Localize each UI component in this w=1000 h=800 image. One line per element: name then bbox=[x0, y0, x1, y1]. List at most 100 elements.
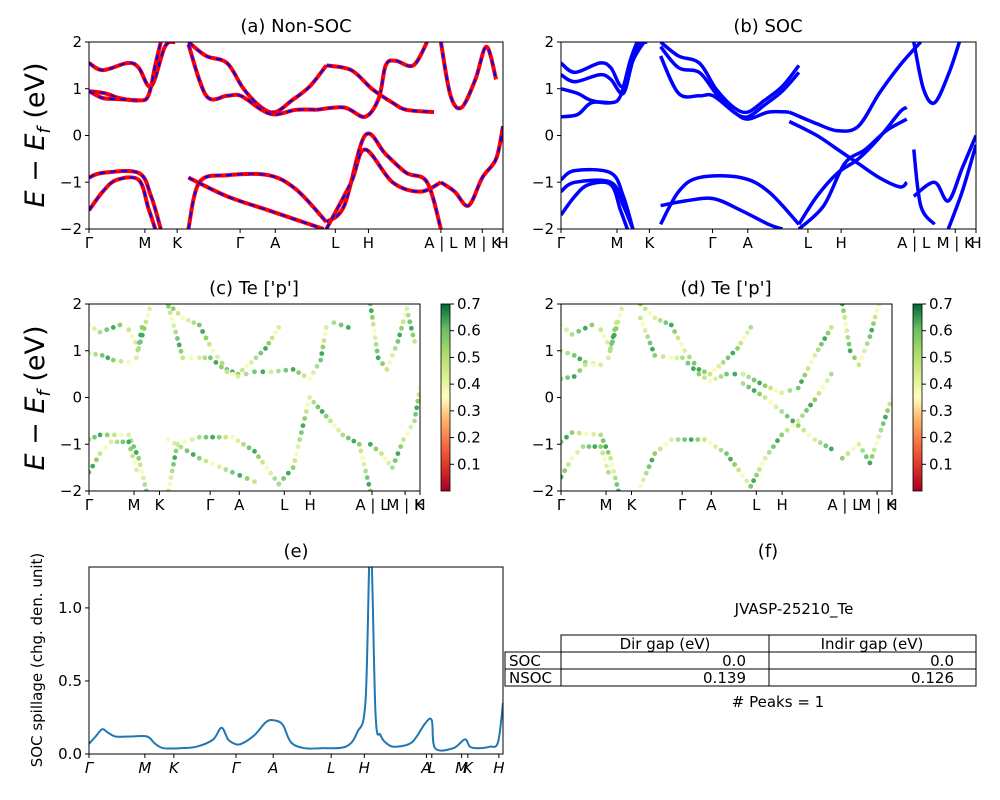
band-point bbox=[740, 371, 746, 377]
band-point bbox=[702, 369, 707, 375]
band-point bbox=[867, 334, 873, 340]
band-point bbox=[230, 469, 235, 475]
k-point-label: A bbox=[706, 496, 717, 514]
band-point bbox=[561, 474, 564, 480]
band-line bbox=[561, 100, 611, 119]
band-point bbox=[657, 318, 663, 323]
band-point bbox=[678, 341, 684, 347]
band-point bbox=[144, 488, 149, 491]
y-tick-label: −2 bbox=[532, 482, 554, 500]
band-point bbox=[237, 473, 243, 478]
band-point bbox=[736, 467, 741, 473]
band-point bbox=[675, 335, 681, 341]
band-point bbox=[404, 430, 410, 436]
band-line bbox=[561, 42, 648, 89]
band-point bbox=[97, 432, 103, 438]
band-point bbox=[323, 325, 329, 330]
band-point bbox=[360, 455, 365, 460]
band-point bbox=[382, 455, 388, 461]
band-point bbox=[241, 441, 246, 447]
y-tick-label: 1 bbox=[72, 80, 82, 98]
band-point bbox=[367, 304, 373, 307]
band-point bbox=[603, 444, 609, 449]
band-point bbox=[619, 306, 625, 312]
band-point bbox=[600, 450, 606, 456]
colorbar-tick-label: 0.4 bbox=[457, 375, 481, 393]
table-row-nsoc-indir: 0.126 bbox=[911, 669, 954, 687]
band-point bbox=[386, 460, 392, 466]
y-tick-label: 0 bbox=[72, 389, 82, 407]
band-point bbox=[775, 438, 780, 444]
band-point bbox=[319, 351, 325, 356]
band-point bbox=[390, 465, 395, 470]
band-point bbox=[169, 468, 175, 474]
band-line bbox=[325, 131, 443, 229]
band-point bbox=[387, 360, 393, 365]
panel-c-projection: 210−1−2Γ M K Γ A L H A | LM | KH bbox=[60, 295, 426, 514]
band-point bbox=[230, 434, 235, 440]
band-point bbox=[256, 454, 261, 460]
band-point bbox=[688, 437, 694, 442]
band-point bbox=[206, 341, 212, 347]
band-point bbox=[413, 411, 418, 417]
band-point bbox=[685, 360, 691, 366]
band-point bbox=[269, 335, 275, 341]
band-point bbox=[878, 427, 884, 433]
band-point bbox=[311, 399, 317, 405]
band-point bbox=[863, 454, 869, 460]
band-point bbox=[754, 472, 759, 478]
band-point bbox=[773, 388, 779, 393]
band-point bbox=[822, 336, 828, 341]
band-point bbox=[561, 348, 564, 354]
band-point bbox=[138, 332, 144, 338]
band-point bbox=[584, 431, 589, 437]
band-point bbox=[294, 451, 299, 456]
y-tick-label: −2 bbox=[532, 220, 554, 238]
band-point bbox=[384, 367, 390, 372]
band-point bbox=[668, 437, 674, 442]
band-point bbox=[851, 446, 856, 452]
band-point bbox=[779, 432, 785, 438]
panel-d-title: (d) Te ['p'] bbox=[680, 278, 771, 299]
band-point bbox=[825, 330, 831, 336]
band-point bbox=[824, 378, 830, 383]
band-point bbox=[606, 355, 611, 361]
y-tick-label: 1 bbox=[72, 342, 82, 360]
band-point bbox=[368, 308, 374, 314]
band-point bbox=[323, 413, 329, 419]
band-point bbox=[841, 308, 846, 314]
band-line-dashed bbox=[89, 42, 176, 88]
band-point bbox=[864, 341, 870, 347]
k-point-label: A | L bbox=[355, 496, 389, 514]
k-point-label: A bbox=[234, 496, 245, 514]
band-point bbox=[582, 325, 588, 331]
band-point bbox=[180, 315, 186, 321]
band-point bbox=[407, 319, 413, 325]
band-point bbox=[757, 467, 762, 472]
y-tick-label: −1 bbox=[532, 173, 554, 191]
band-point bbox=[652, 451, 658, 456]
k-point-label: M bbox=[128, 496, 141, 514]
band-point bbox=[196, 434, 202, 440]
band-point bbox=[268, 470, 274, 476]
band-point bbox=[338, 322, 344, 328]
colorbar-tick-label: 0.2 bbox=[929, 429, 953, 447]
band-point bbox=[130, 453, 136, 459]
band-point bbox=[358, 448, 364, 454]
band-point bbox=[696, 367, 702, 372]
band-point bbox=[604, 339, 610, 345]
band-line bbox=[660, 196, 783, 229]
band-point bbox=[652, 315, 658, 321]
band-point bbox=[314, 363, 320, 369]
band-point bbox=[844, 328, 850, 334]
band-point bbox=[802, 372, 808, 378]
k-point-label: K bbox=[155, 496, 166, 514]
band-point bbox=[843, 321, 849, 327]
band-point bbox=[166, 488, 171, 491]
band-point bbox=[252, 448, 257, 454]
band-point bbox=[569, 332, 575, 337]
band-point bbox=[132, 339, 138, 345]
band-point bbox=[883, 414, 888, 420]
band-point bbox=[842, 315, 847, 320]
band-point bbox=[561, 322, 564, 328]
